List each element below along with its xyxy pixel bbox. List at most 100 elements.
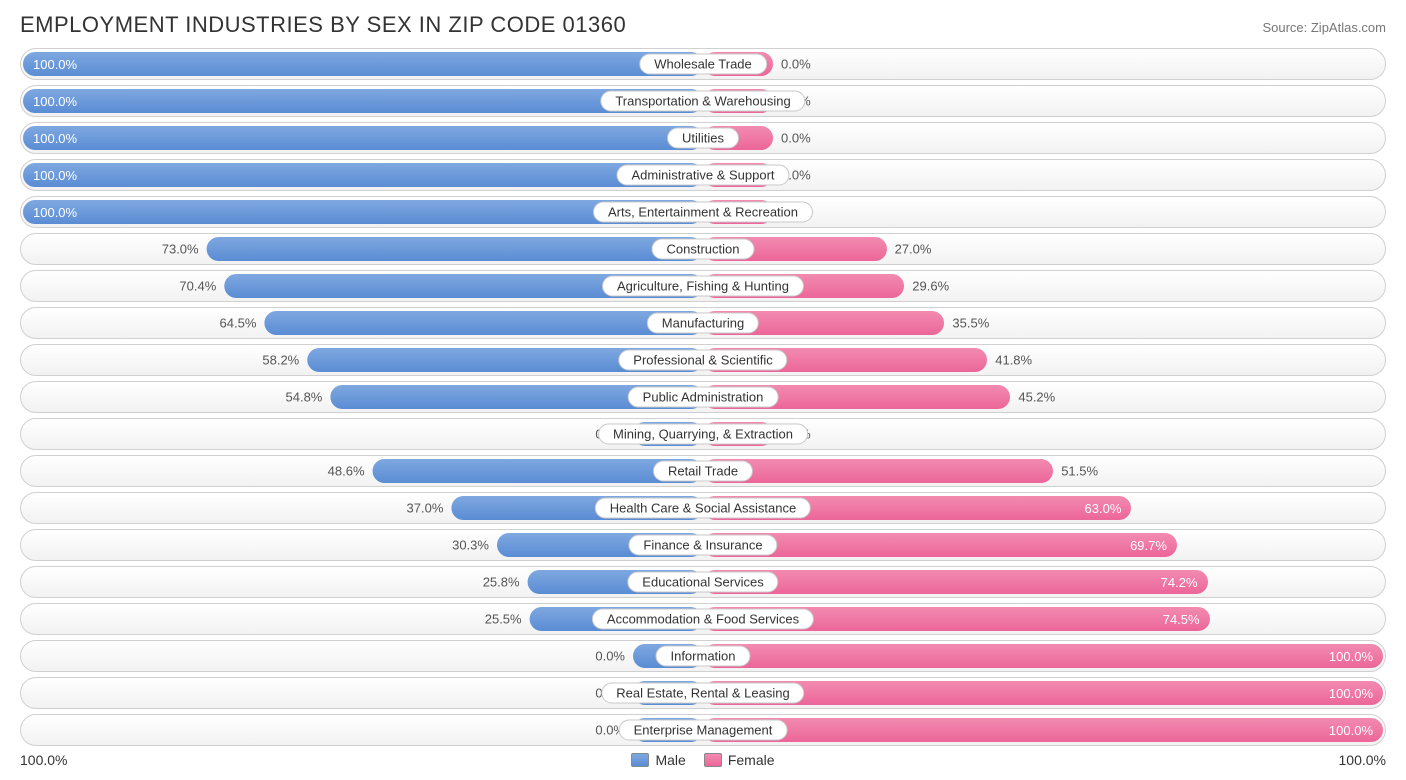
axis-label-left: 100.0%	[20, 752, 67, 768]
category-label: Manufacturing	[647, 313, 759, 334]
row-inner: 73.0% 27.0% Construction	[24, 237, 1382, 261]
female-pct: 100.0%	[1329, 649, 1373, 664]
chart-row: 54.8%45.2%Public Administration	[20, 381, 1386, 413]
bar-female: 100.0%	[703, 644, 1383, 668]
female-pct: 27.0%	[895, 242, 932, 257]
male-pct: 100.0%	[33, 168, 77, 183]
chart-row: 73.0% 27.0% Construction	[20, 233, 1386, 265]
legend-label-male: Male	[655, 752, 685, 768]
diverging-bar-chart: 0.0%100.0%Wholesale Trade0.0%100.0%Trans…	[20, 48, 1386, 746]
row-inner: 30.3% 69.7% Finance & Insurance	[24, 533, 1382, 557]
chart-row: 0.0%100.0%Wholesale Trade	[20, 48, 1386, 80]
legend-item-male: Male	[631, 752, 685, 768]
category-label: Enterprise Management	[619, 720, 788, 741]
chart-row: 0.0%100.0%Administrative & Support	[20, 159, 1386, 191]
male-pct: 100.0%	[33, 205, 77, 220]
row-inner: 25.8% 74.2% Educational Services	[24, 570, 1382, 594]
male-pct: 25.8%	[483, 575, 520, 590]
chart-row: 0.0%0.0%Mining, Quarrying, & Extraction	[20, 418, 1386, 450]
chart-row: 0.0%100.0%Enterprise Management	[20, 714, 1386, 746]
female-pct: 29.6%	[912, 279, 949, 294]
category-label: Construction	[652, 239, 755, 260]
male-pct: 64.5%	[220, 316, 257, 331]
row-inner: 0.0% 100.0% Information	[24, 644, 1382, 668]
female-pct: 74.2%	[1161, 575, 1198, 590]
legend-item-female: Female	[704, 752, 775, 768]
category-label: Wholesale Trade	[639, 54, 767, 75]
male-pct: 37.0%	[407, 501, 444, 516]
category-label: Public Administration	[628, 387, 779, 408]
chart-row: 0.0% 100.0% Information	[20, 640, 1386, 672]
bar-male: 100.0%	[23, 52, 703, 76]
chart-row: 48.6% 51.5% Retail Trade	[20, 455, 1386, 487]
row-inner: 0.0%100.0%Wholesale Trade	[24, 52, 1382, 76]
bar-female: 74.2%	[703, 570, 1208, 594]
category-label: Utilities	[667, 128, 739, 149]
row-inner: 0.0%100.0%Arts, Entertainment & Recreati…	[24, 200, 1382, 224]
chart-source: Source: ZipAtlas.com	[1262, 20, 1386, 35]
axis-label-right: 100.0%	[1339, 752, 1386, 768]
female-pct: 74.5%	[1163, 612, 1200, 627]
female-pct: 0.0%	[781, 131, 811, 146]
row-inner: 0.0%100.0%Enterprise Management	[24, 718, 1382, 742]
female-pct: 100.0%	[1329, 686, 1373, 701]
chart-row: 70.4% 29.6% Agriculture, Fishing & Hunting	[20, 270, 1386, 302]
category-label: Mining, Quarrying, & Extraction	[598, 424, 808, 445]
male-pct: 73.0%	[162, 242, 199, 257]
row-inner: 0.0%0.0%Mining, Quarrying, & Extraction	[24, 422, 1382, 446]
male-pct: 70.4%	[179, 279, 216, 294]
category-label: Administrative & Support	[616, 165, 789, 186]
chart-row: 25.8% 74.2% Educational Services	[20, 566, 1386, 598]
bar-female	[703, 459, 1053, 483]
row-inner: 0.0% 100.0% Utilities	[24, 126, 1382, 150]
male-pct: 25.5%	[485, 612, 522, 627]
chart-row: 64.5% 35.5% Manufacturing	[20, 307, 1386, 339]
bar-male: 100.0%	[23, 126, 703, 150]
row-inner: 25.5% 74.5% Accommodation & Food Services	[24, 607, 1382, 631]
male-pct: 48.6%	[328, 464, 365, 479]
bar-male: 100.0%	[23, 163, 703, 187]
row-inner: 48.6% 51.5% Retail Trade	[24, 459, 1382, 483]
legend: Male Female	[631, 752, 774, 768]
chart-row: 37.0% 63.0% Health Care & Social Assistanc…	[20, 492, 1386, 524]
category-label: Accommodation & Food Services	[592, 609, 814, 630]
male-pct: 100.0%	[33, 94, 77, 109]
source-prefix: Source:	[1262, 20, 1310, 35]
row-inner: 37.0% 63.0% Health Care & Social Assistanc…	[24, 496, 1382, 520]
swatch-male	[631, 753, 649, 767]
bar-female: 100.0%	[703, 718, 1383, 742]
female-pct: 35.5%	[952, 316, 989, 331]
source-name: ZipAtlas.com	[1311, 20, 1386, 35]
row-inner: 0.0%100.0%Administrative & Support	[24, 163, 1382, 187]
male-pct: 58.2%	[262, 353, 299, 368]
female-pct: 63.0%	[1085, 501, 1122, 516]
category-label: Real Estate, Rental & Leasing	[601, 683, 804, 704]
category-label: Transportation & Warehousing	[600, 91, 805, 112]
chart-row: 30.3% 69.7% Finance & Insurance	[20, 529, 1386, 561]
chart-row: 25.5% 74.5% Accommodation & Food Services	[20, 603, 1386, 635]
female-pct: 69.7%	[1130, 538, 1167, 553]
legend-label-female: Female	[728, 752, 775, 768]
category-label: Information	[655, 646, 750, 667]
bar-female: 100.0%	[703, 681, 1383, 705]
chart-header: EMPLOYMENT INDUSTRIES BY SEX IN ZIP CODE…	[20, 12, 1386, 38]
category-label: Health Care & Social Assistance	[595, 498, 811, 519]
female-pct: 51.5%	[1061, 464, 1098, 479]
female-pct: 45.2%	[1018, 390, 1055, 405]
category-label: Educational Services	[627, 572, 778, 593]
female-pct: 100.0%	[1329, 723, 1373, 738]
row-inner: 0.0%100.0%Real Estate, Rental & Leasing	[24, 681, 1382, 705]
category-label: Agriculture, Fishing & Hunting	[602, 276, 804, 297]
swatch-female	[704, 753, 722, 767]
chart-row: 0.0%100.0%Real Estate, Rental & Leasing	[20, 677, 1386, 709]
row-inner: 64.5% 35.5% Manufacturing	[24, 311, 1382, 335]
male-pct: 100.0%	[33, 131, 77, 146]
male-pct: 30.3%	[452, 538, 489, 553]
chart-row: 0.0%100.0%Arts, Entertainment & Recreati…	[20, 196, 1386, 228]
category-label: Retail Trade	[653, 461, 753, 482]
male-pct: 0.0%	[595, 649, 625, 664]
row-inner: 54.8%45.2%Public Administration	[24, 385, 1382, 409]
row-inner: 0.0%100.0%Transportation & Warehousing	[24, 89, 1382, 113]
bar-male	[207, 237, 703, 261]
category-label: Finance & Insurance	[628, 535, 777, 556]
